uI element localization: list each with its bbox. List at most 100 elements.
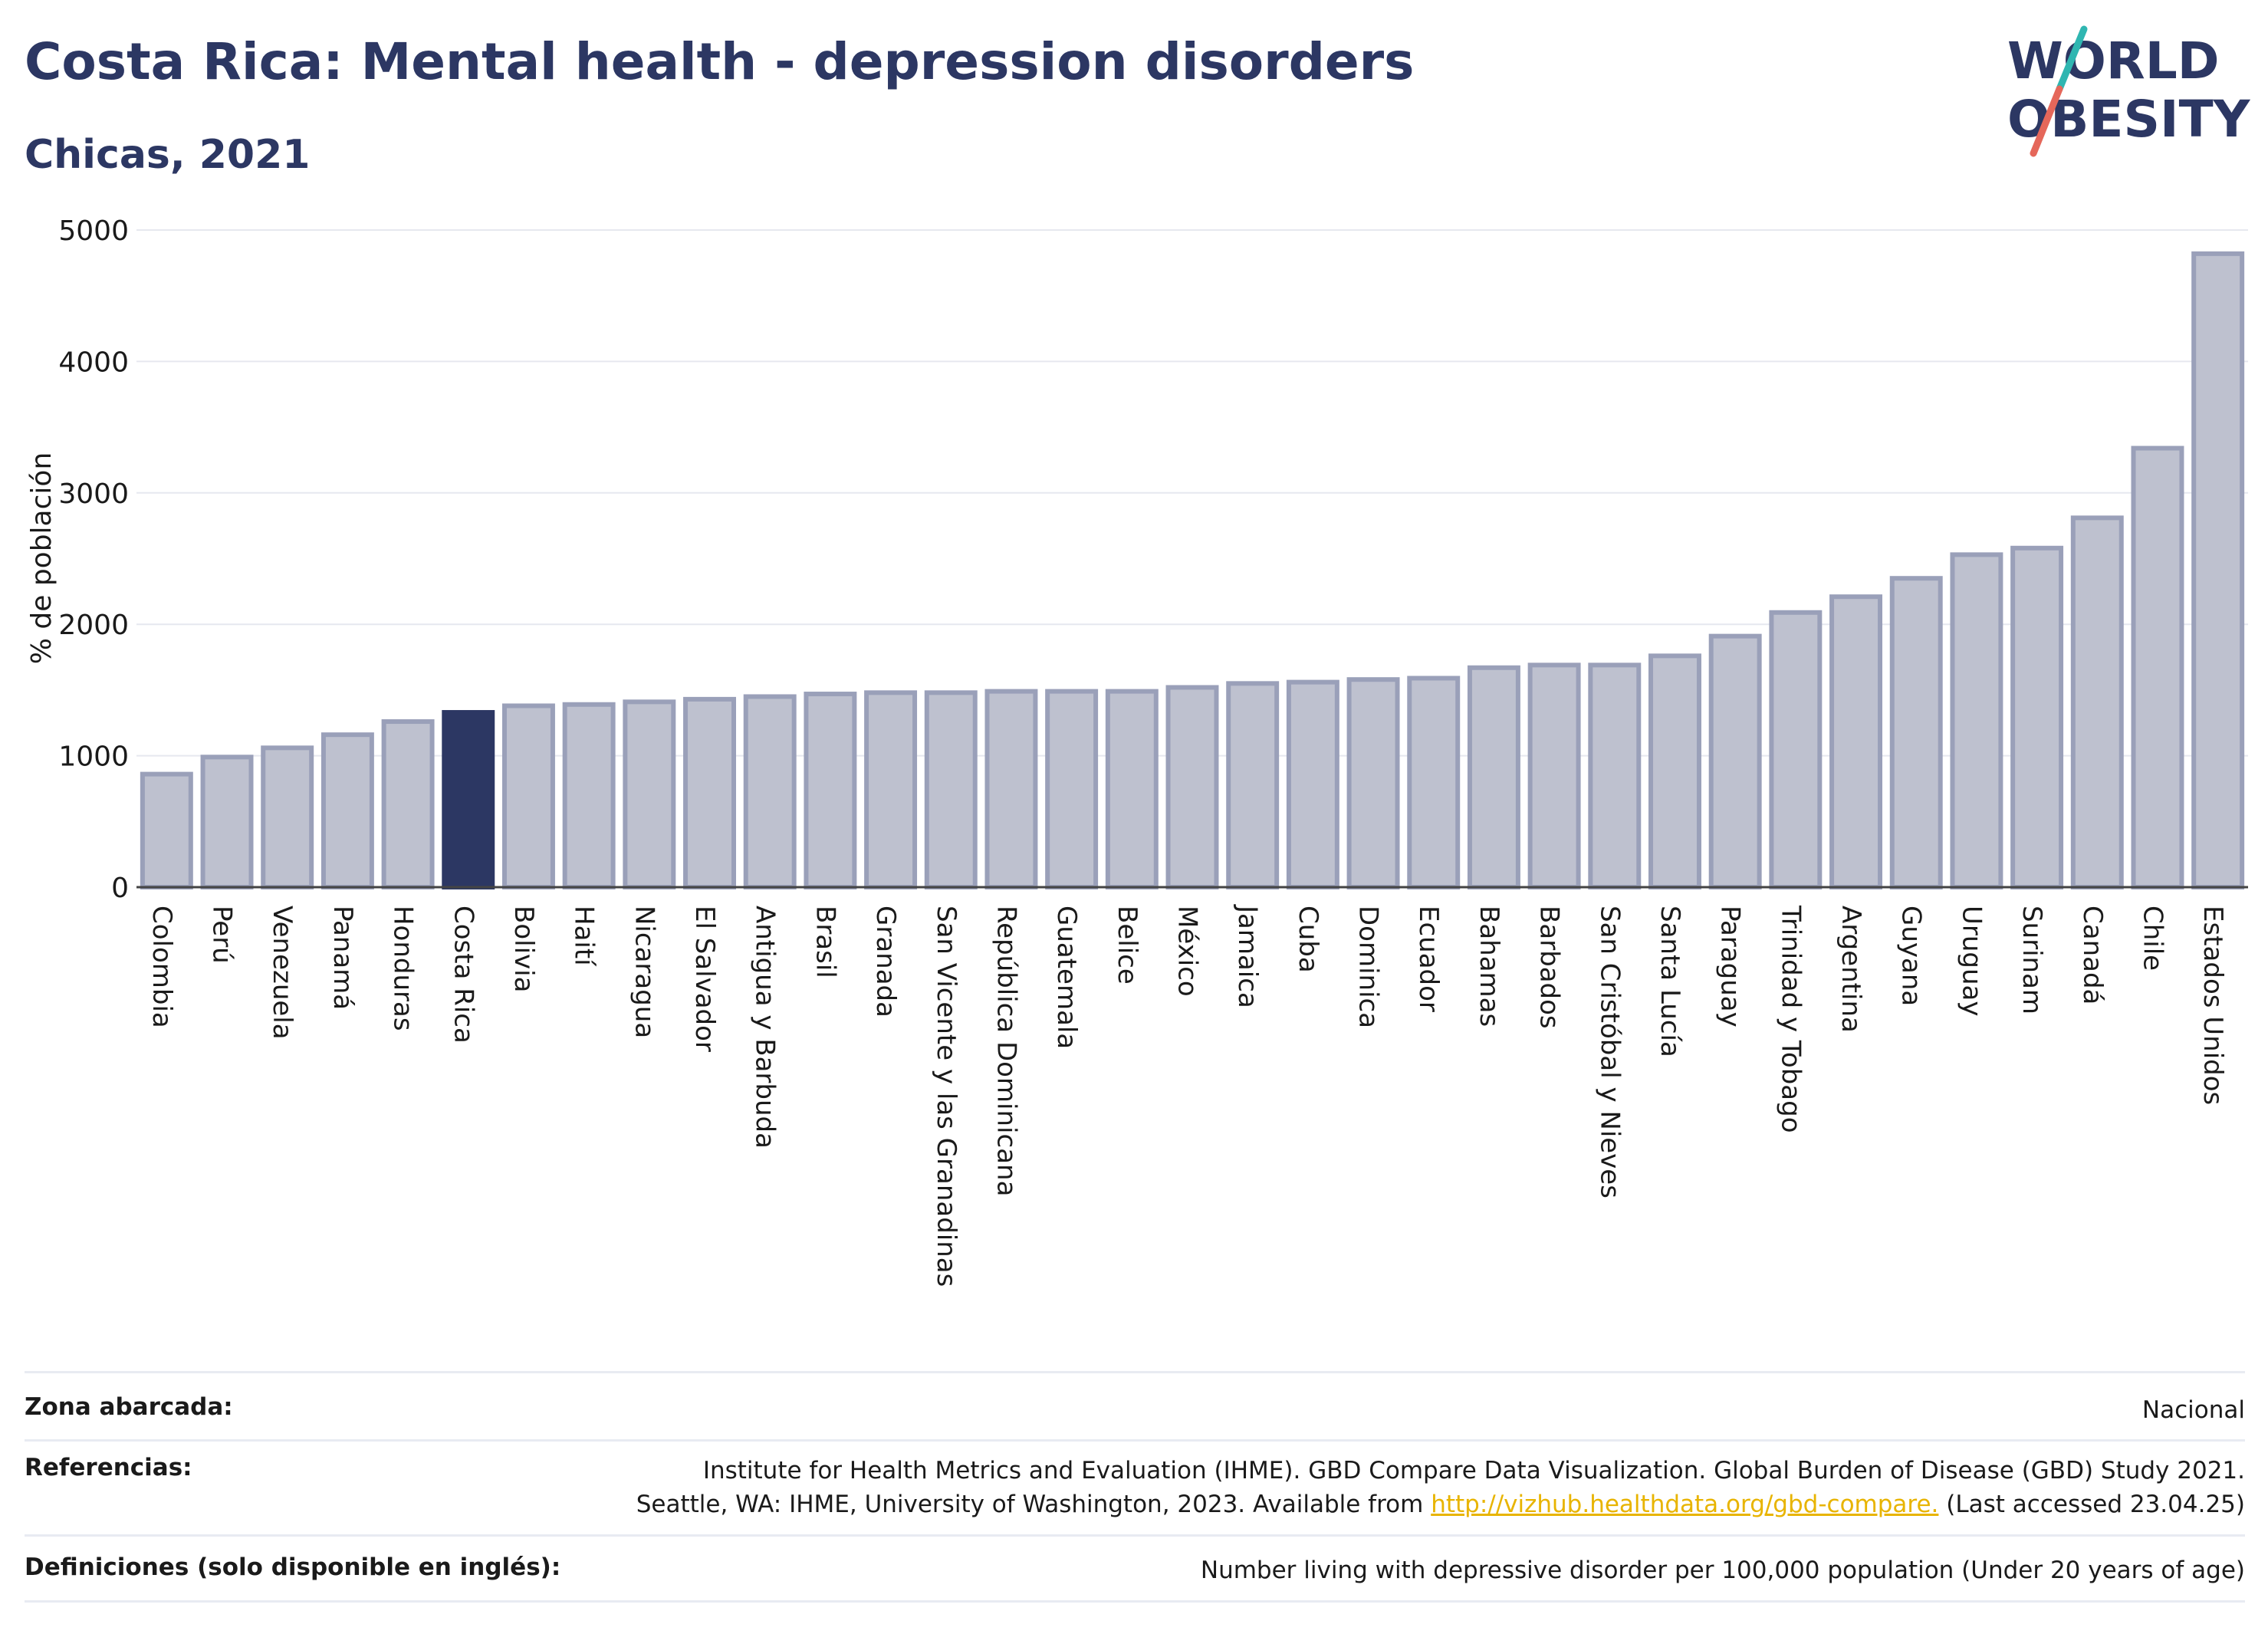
bar-canad-	[2070, 515, 2124, 890]
bar-m-xico	[1165, 685, 1219, 889]
x-tick-label: Dominica	[1353, 906, 1384, 1028]
bar-chile	[2131, 445, 2184, 889]
x-tick-label: Guatemala	[1051, 906, 1082, 1049]
bar-cuba	[1286, 679, 1339, 890]
bar-colombia	[140, 771, 193, 890]
reference-line-2-prefix: Seattle, WA: IHME, University of Washing…	[636, 1491, 1431, 1518]
logo-slash-teal	[2056, 25, 2088, 93]
bar-panam-	[320, 732, 374, 890]
world-obesity-logo: WORLD OBESITY	[2007, 25, 2251, 157]
y-axis-ticks: 0 1000 2000 3000 4000 5000	[58, 215, 129, 904]
x-tick-label: Honduras	[388, 906, 419, 1031]
bar-guatemala	[1045, 689, 1099, 890]
x-tick-label: Venezuela	[267, 906, 297, 1040]
x-tick-label: Chile	[2137, 906, 2168, 971]
bar-san-crist-bal-y-nieves	[1588, 662, 1642, 889]
reference-line-1: Institute for Health Metrics and Evaluat…	[702, 1457, 2245, 1484]
bar-rep-blica-dominicana	[984, 689, 1038, 890]
bar-argentina	[1829, 594, 1883, 889]
bar-uruguay	[1950, 552, 2003, 889]
logo-world-text: WORLD	[2007, 31, 2220, 90]
footer-table: Zona abarcada: Nacional Referencias: Ins…	[25, 1371, 2245, 1603]
bar-per-	[200, 755, 254, 890]
x-tick-label: Guyana	[1896, 906, 1927, 1006]
x-tick-label: Bahamas	[1474, 906, 1504, 1027]
bar-guyana	[1889, 576, 1943, 890]
x-tick-label: El Salvador	[689, 906, 720, 1052]
x-tick-label: Uruguay	[1956, 906, 1987, 1017]
footer-row-definiciones: Definiciones (solo disponible en inglés)…	[25, 1537, 2245, 1603]
y-tick-label: 3000	[58, 478, 129, 510]
y-axis-label: % de población	[26, 452, 58, 665]
x-tick-label: México	[1172, 906, 1203, 997]
x-tick-label: Nicaragua	[629, 906, 659, 1038]
chart-title: Costa Rica: Mental health - depression d…	[25, 32, 1415, 91]
bar-surinam	[2010, 545, 2064, 890]
reference-link[interactable]: http://vizhub.healthdata.org/gbd-compare…	[1431, 1491, 1939, 1518]
x-tick-label: Antigua y Barbuda	[750, 906, 781, 1149]
x-tick-label: Surinam	[2017, 906, 2047, 1014]
bar-bolivia	[501, 703, 555, 890]
y-tick-label: 0	[111, 873, 129, 904]
bar-dominica	[1346, 677, 1400, 889]
x-tick-label: Costa Rica	[448, 906, 478, 1044]
bar-estados-unidos	[2191, 251, 2245, 889]
x-tick-label: Brasil	[810, 906, 840, 978]
bar-hait-	[562, 702, 616, 890]
x-tick-label: San Vicente y las Granadinas	[931, 906, 961, 1287]
x-axis-labels: Colombia Perú Venezuela Panamá Honduras Costa…	[146, 904, 2228, 1287]
x-tick-label: Belice	[1112, 906, 1142, 985]
y-tick-label: 1000	[58, 741, 129, 773]
bar-san-vicente-y-las-granadinas	[924, 690, 978, 889]
bar-granada	[864, 690, 918, 889]
x-tick-label: República Dominicana	[991, 906, 1021, 1196]
x-tick-label: Colombia	[146, 906, 177, 1028]
bars	[140, 251, 2245, 890]
bar-bahamas	[1467, 665, 1520, 890]
footer-value-referencias: Institute for Health Metrics and Evaluat…	[636, 1454, 2245, 1521]
bar-ecuador	[1407, 676, 1461, 889]
x-tick-label: Jamaica	[1232, 904, 1263, 1008]
x-tick-label: Granada	[870, 906, 901, 1018]
y-tick-label: 2000	[58, 610, 129, 641]
bar-antigua-y-barbuda	[743, 694, 797, 889]
x-tick-label: Argentina	[1836, 906, 1866, 1033]
bar-chart: 0 1000 2000 3000 4000 5000 Colombia Perú Venezu…	[26, 215, 2248, 1287]
footer-value-definiciones: Number living with depressive disorder p…	[1200, 1557, 2245, 1584]
logo-slash-red	[2030, 85, 2063, 157]
bar-costa-rica	[442, 710, 495, 890]
bar-trinidad-y-tobago	[1769, 610, 1823, 889]
bar-belice	[1105, 689, 1159, 890]
x-tick-label: Perú	[207, 906, 238, 964]
x-tick-label: Estados Unidos	[2197, 906, 2228, 1105]
bar-brasil	[804, 692, 857, 889]
x-tick-label: Panamá	[327, 906, 358, 1010]
footer-label-referencias: Referencias:	[25, 1454, 192, 1481]
x-tick-label: Canadá	[2077, 906, 2108, 1004]
chart-subtitle: Chicas, 2021	[25, 132, 311, 178]
bar-venezuela	[261, 745, 314, 889]
x-tick-label: Bolivia	[508, 906, 539, 992]
bar-paraguay	[1708, 633, 1762, 889]
x-tick-label: Santa Lucía	[1655, 906, 1685, 1057]
bar-el-salvador	[683, 696, 736, 890]
bar-nicaragua	[623, 699, 676, 889]
footer-label-definiciones: Definiciones (solo disponible en inglés)…	[25, 1553, 561, 1581]
reference-line-2-suffix: (Last accessed 23.04.25)	[1938, 1491, 2245, 1518]
y-tick-label: 5000	[58, 215, 129, 247]
footer-row-referencias: Referencias: Institute for Health Metric…	[25, 1442, 2245, 1537]
bar-jamaica	[1226, 681, 1280, 890]
y-tick-label: 4000	[58, 347, 129, 378]
bar-honduras	[381, 719, 435, 890]
x-tick-label: Haití	[569, 906, 600, 967]
x-tick-label: San Cristóbal y Nieves	[1594, 906, 1625, 1198]
x-tick-label: Barbados	[1534, 906, 1565, 1029]
x-tick-label: Ecuador	[1413, 906, 1444, 1012]
footer-label-zona: Zona abarcada:	[25, 1393, 233, 1421]
x-tick-label: Trinidad y Tobago	[1775, 905, 1806, 1133]
bar-santa-luc-a	[1648, 653, 1701, 889]
footer-row-zona: Zona abarcada: Nacional	[25, 1371, 2245, 1442]
footer-value-zona: Nacional	[2141, 1396, 2245, 1424]
bar-barbados	[1527, 662, 1581, 889]
x-tick-label: Cuba	[1293, 906, 1323, 973]
